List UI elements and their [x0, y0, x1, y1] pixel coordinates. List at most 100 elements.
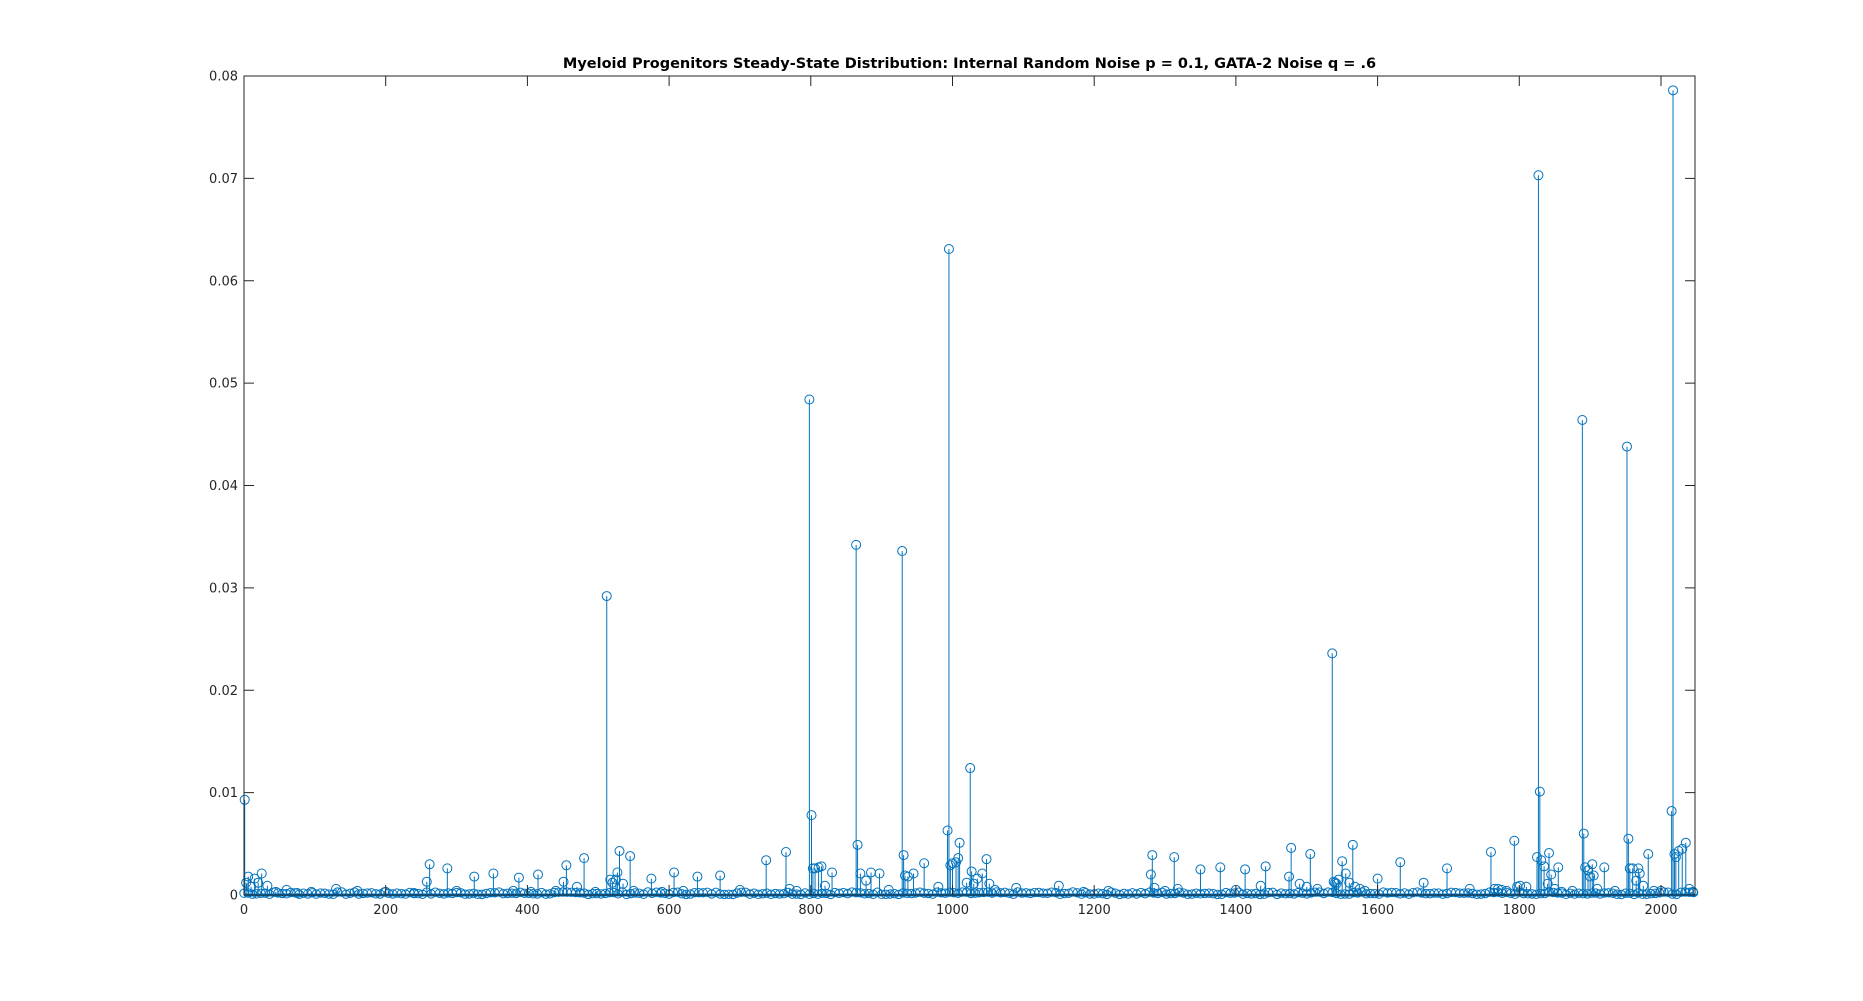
stem-marker: [883, 884, 894, 895]
stem-marker: [262, 880, 273, 891]
stem-marker: [409, 887, 420, 898]
stem-marker: [669, 867, 680, 878]
stem-marker: [558, 876, 569, 887]
stem-marker: [421, 876, 432, 887]
stem-marker: [981, 854, 992, 865]
stem-marker: [990, 884, 1001, 895]
stem-marker: [1515, 880, 1526, 891]
stem-marker: [715, 870, 726, 881]
stem-marker: [525, 886, 536, 897]
stem-marker: [1580, 862, 1591, 873]
stem-marker: [819, 880, 830, 891]
stem-marker: [1553, 862, 1564, 873]
stem-marker: [601, 591, 612, 602]
stem-marker: [861, 875, 872, 886]
stem-marker: [533, 869, 544, 880]
stem-marker: [1312, 883, 1323, 894]
stem-marker: [1542, 878, 1553, 889]
stem-marker: [1556, 886, 1567, 897]
x-tick-label: 0: [240, 903, 248, 918]
stem-marker: [1638, 880, 1649, 891]
stem-marker: [1623, 833, 1634, 844]
stem-marker: [804, 394, 815, 405]
x-tick-label: 600: [657, 903, 682, 918]
noise-marker: [1684, 887, 1695, 898]
stem-marker: [657, 886, 668, 897]
stem-marker: [469, 871, 480, 882]
y-tick-label: 0.02: [209, 684, 238, 699]
stem-marker: [1634, 868, 1645, 879]
stem-marker: [1395, 857, 1406, 868]
stem-marker: [306, 886, 317, 897]
x-tick-label: 2000: [1644, 903, 1677, 918]
stem-marker: [1588, 870, 1599, 881]
stem-marker: [1546, 869, 1557, 880]
stem-marker: [612, 867, 623, 878]
tick-labels-layer: 0 200 400 600 800 1000 1200 1400 1600 1800 2000 0 0.…: [209, 70, 1677, 919]
chart-title: Myeloid Progenitors Steady-State Distrib…: [563, 56, 1376, 72]
ticks-layer: [243, 75, 1695, 896]
stem-marker: [1240, 864, 1251, 875]
stem-marker: [961, 877, 972, 888]
stem-marker: [488, 868, 499, 879]
y-tick-label: 0.04: [209, 479, 238, 494]
stem-marker: [977, 868, 988, 879]
stem-marker: [1260, 861, 1271, 872]
stem-marker: [919, 858, 930, 869]
stem-marker: [1680, 837, 1691, 848]
stem-marker: [579, 853, 590, 864]
stem-marker: [1215, 862, 1226, 873]
y-tick-label: 0.05: [209, 377, 238, 392]
stem-marker: [1578, 828, 1589, 839]
stem-marker: [898, 850, 909, 861]
stem-marker: [1489, 883, 1500, 894]
stem-marker: [1301, 881, 1312, 892]
stem-marker: [618, 878, 629, 889]
stem-marker: [1286, 842, 1297, 853]
stem-marker: [968, 878, 979, 889]
stem-marker: [253, 877, 264, 888]
stem-marker: [571, 881, 582, 892]
stem-marker: [954, 837, 965, 848]
stem-marker: [1418, 877, 1429, 888]
stem-marker: [1668, 85, 1679, 96]
stem-marker: [1544, 848, 1555, 859]
stem-marker: [1172, 883, 1183, 894]
stem-marker: [874, 868, 885, 879]
stem-marker: [1078, 886, 1089, 897]
stem-marker: [1539, 861, 1550, 872]
stem-marker: [1330, 877, 1341, 888]
stem-marker: [1666, 806, 1677, 817]
stem-marker: [945, 860, 956, 871]
stem-marker: [1255, 880, 1266, 891]
x-tick-label: 400: [515, 903, 540, 918]
stem-marker: [933, 881, 944, 892]
stem-marker: [1011, 882, 1022, 893]
stem-marker: [855, 868, 866, 879]
x-tick-label: 800: [798, 903, 823, 918]
stem-marker: [646, 873, 657, 884]
stem-marker: [292, 887, 303, 898]
stem-marker: [897, 546, 908, 557]
x-tick-label: 1400: [1219, 903, 1252, 918]
y-tick-label: 0: [230, 889, 238, 904]
x-tick-label: 1200: [1078, 903, 1111, 918]
stem-marker: [908, 868, 919, 879]
stem-marker: [827, 867, 838, 878]
stem-marker: [1534, 786, 1545, 797]
stem-marker: [331, 883, 342, 894]
stem-marker: [1677, 843, 1688, 854]
stem-marker: [1577, 414, 1588, 425]
stem-marker: [256, 868, 267, 879]
stem-marker: [281, 884, 292, 895]
stem-marker: [239, 794, 250, 805]
stem-marker: [614, 845, 625, 856]
stem-marker: [1670, 852, 1681, 863]
stem-marker: [607, 877, 618, 888]
stem-marker: [1536, 855, 1547, 866]
stem-marker: [966, 866, 977, 877]
x-tick-label: 1800: [1503, 903, 1536, 918]
stem-marker: [780, 847, 791, 858]
stem-marker: [1305, 849, 1316, 860]
